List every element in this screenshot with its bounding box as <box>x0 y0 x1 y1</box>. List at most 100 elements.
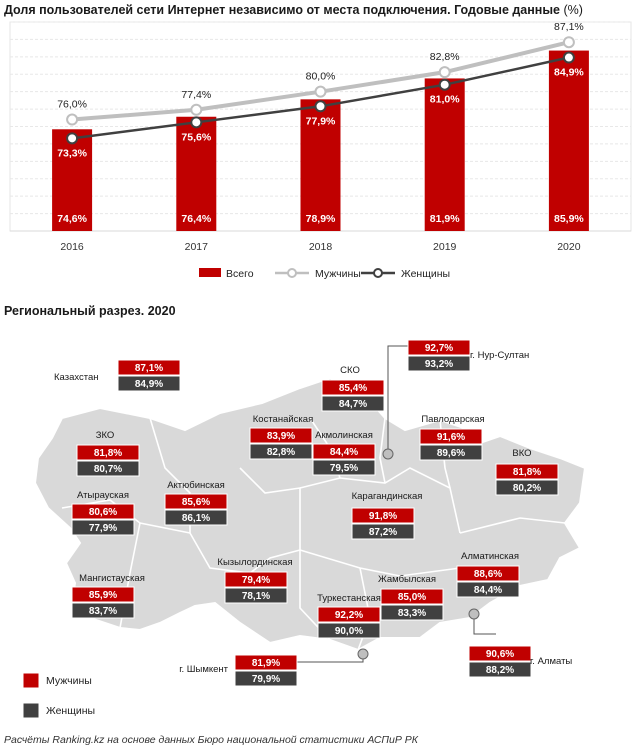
region-name: Кызылординская <box>217 557 292 568</box>
region-name: Павлодарская <box>421 414 484 425</box>
region-name: Алматинская <box>461 551 519 562</box>
bar-total-label: 76,4% <box>181 213 211 225</box>
series-point <box>438 66 451 79</box>
region-men-box <box>456 565 520 582</box>
city-marker <box>382 448 394 460</box>
x-tick-labels: 2016 2017 2018 2019 2020 <box>60 241 580 253</box>
x-tick-label: 2019 <box>433 241 457 253</box>
series-point <box>66 132 79 145</box>
women-value-label: 81,0% <box>430 94 460 106</box>
region-women-value: 80,7% <box>94 464 122 475</box>
x-tick-label: 2016 <box>60 241 84 253</box>
bar-total-label: 81,9% <box>430 213 460 225</box>
region-name: Акмолинская <box>315 430 373 441</box>
men-value-label: 87,1% <box>554 21 584 33</box>
region-women-box <box>456 581 520 598</box>
region-women-value: 90,0% <box>335 626 363 637</box>
region-men-value: 91,6% <box>437 432 465 443</box>
region-women-box <box>224 587 288 604</box>
region-men-box <box>164 493 228 510</box>
region-name: Костанайская <box>253 414 313 425</box>
region-men-value: 85,6% <box>182 497 210 508</box>
region-women-value: 89,6% <box>437 448 465 459</box>
region-name: Актюбинская <box>167 480 225 491</box>
leader-line <box>387 345 408 454</box>
map-legend-label: Женщины <box>46 705 95 717</box>
men-value-label: 77,4% <box>181 89 211 101</box>
region-men-box <box>317 606 381 623</box>
region-men-value: 85,4% <box>339 383 367 394</box>
source-footnote: Расчёты Ranking.kz на основе данных Бюро… <box>4 734 418 746</box>
region-name: Атырауская <box>77 490 129 501</box>
region-men-value: 83,9% <box>267 431 295 442</box>
region-men-box <box>468 645 532 662</box>
x-tick-label: 2018 <box>309 241 333 253</box>
region-men-box <box>249 427 313 444</box>
region-name: СКО <box>340 365 360 376</box>
legend-swatch-total <box>199 268 221 277</box>
region-men-box <box>312 443 376 460</box>
men-value-label: 82,8% <box>430 51 460 63</box>
region-women-value: 83,7% <box>89 606 117 617</box>
region-women-box <box>351 523 415 540</box>
chart-title: Доля пользователей сети Интернет независ… <box>4 3 583 17</box>
city-marker <box>357 648 369 660</box>
region-women-box <box>249 443 313 460</box>
bar-total <box>424 78 465 232</box>
region-men-box <box>71 503 135 520</box>
series-point <box>438 78 451 91</box>
annual-chart: 74,6% 76,4% 78,9% 81,9% 85,9% 76,0% 77,4% 80,0… <box>9 21 632 280</box>
region-name: г. Нур-Султан <box>470 350 529 361</box>
men-value-label: 76,0% <box>57 99 87 111</box>
region-men-value: 92,2% <box>335 610 363 621</box>
map-legend-swatch <box>22 672 40 689</box>
legend-label-line: Женщины <box>401 268 450 280</box>
lines: 76,0% 77,4% 80,0% 82,8% 87,1% 73,3% 75,6% 77,9%… <box>57 21 584 159</box>
bar-total-label: 85,9% <box>554 213 584 225</box>
region-women-box <box>71 519 135 536</box>
region-men-box <box>224 571 288 588</box>
region-men-value: 87,1% <box>135 363 163 374</box>
region-women-value: 84,7% <box>339 399 367 410</box>
region-men-box <box>117 359 181 376</box>
map-legend-swatch <box>22 702 40 719</box>
leader-line <box>473 614 496 635</box>
bars: 74,6% 76,4% 78,9% 81,9% 85,9% <box>52 50 589 232</box>
region-men-box <box>71 586 135 603</box>
legend-label-line: Мужчины <box>315 268 361 280</box>
legend-swatch-marker <box>373 268 383 278</box>
women-value-label: 73,3% <box>57 147 87 159</box>
women-value-label: 84,9% <box>554 67 584 79</box>
region-women-value: 79,5% <box>330 463 358 474</box>
region-women-value: 77,9% <box>89 523 117 534</box>
map-legend: Мужчины Женщины <box>22 672 95 719</box>
region-name: Жамбылская <box>378 574 436 585</box>
region-men-box <box>321 379 385 396</box>
bar-total-label: 74,6% <box>57 213 87 225</box>
bar-total <box>300 99 341 231</box>
region-name: Карагандинская <box>352 491 423 502</box>
region-name: Казахстан <box>54 372 99 383</box>
region-men-box <box>351 507 415 524</box>
bar-total <box>52 129 93 231</box>
region-women-box <box>117 375 181 392</box>
series-point <box>190 116 203 129</box>
region-women-value: 83,3% <box>398 608 426 619</box>
legend-swatch-marker <box>287 268 297 278</box>
region-women-value: 86,1% <box>182 513 210 524</box>
region-men-box <box>76 444 140 461</box>
region-women-value: 88,2% <box>486 665 514 676</box>
region-women-box <box>380 604 444 621</box>
region-name: г. Шымкент <box>179 664 228 675</box>
region-name: г. Алматы <box>530 656 572 667</box>
region-women-value: 80,2% <box>513 483 541 494</box>
region-men-box <box>419 428 483 445</box>
region-name: Мангистауская <box>79 573 145 584</box>
x-tick-label: 2020 <box>557 241 581 253</box>
region-women-box <box>468 661 532 678</box>
series-point <box>562 51 575 64</box>
region-women-box <box>317 622 381 639</box>
region-men-value: 81,9% <box>252 658 280 669</box>
region-men-value: 91,8% <box>369 511 397 522</box>
x-tick-label: 2017 <box>185 241 209 253</box>
